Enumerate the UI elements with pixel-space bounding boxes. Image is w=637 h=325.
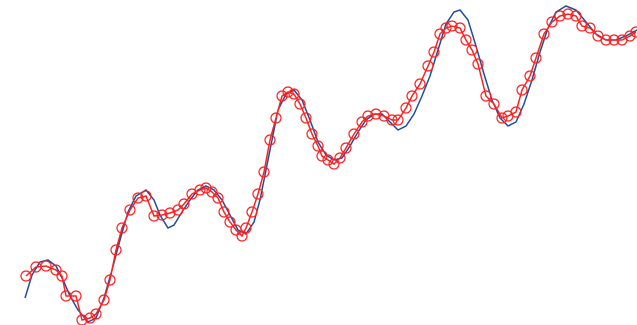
marker — [356, 116, 368, 128]
marker — [206, 186, 218, 198]
marker — [264, 134, 276, 146]
marker — [84, 312, 96, 324]
marker — [584, 22, 596, 34]
marker — [328, 158, 340, 170]
marker — [554, 10, 566, 22]
marker — [440, 22, 452, 34]
marker — [538, 28, 550, 40]
marker — [200, 182, 212, 194]
marker — [50, 264, 62, 276]
marker — [148, 210, 160, 222]
marker — [530, 52, 542, 64]
marker — [164, 207, 176, 219]
marker — [434, 28, 446, 40]
marker — [510, 106, 522, 118]
marker — [422, 60, 434, 72]
marker — [218, 206, 230, 218]
marker — [306, 128, 318, 140]
marker — [460, 34, 472, 46]
marker — [20, 270, 32, 282]
marker — [348, 128, 360, 140]
marker — [624, 30, 636, 42]
marker — [156, 209, 168, 221]
marker — [104, 274, 116, 286]
marker — [466, 44, 478, 56]
marker — [334, 152, 346, 164]
marker — [116, 222, 128, 234]
marker — [98, 294, 110, 306]
marker — [608, 34, 620, 46]
marker — [194, 184, 206, 196]
marker — [340, 142, 352, 154]
marker — [570, 10, 582, 22]
marker — [496, 112, 508, 124]
marker — [172, 204, 184, 216]
marker — [300, 112, 312, 124]
marker — [316, 150, 328, 162]
marker — [322, 154, 334, 166]
marker — [312, 140, 324, 152]
marker — [212, 192, 224, 204]
marker — [132, 192, 144, 204]
marker — [406, 90, 418, 102]
marker — [362, 110, 374, 122]
marker — [392, 114, 404, 126]
marker — [40, 260, 52, 272]
marker — [370, 108, 382, 120]
marker — [546, 16, 558, 28]
marker — [252, 188, 264, 200]
marker — [386, 114, 398, 126]
marker — [240, 222, 252, 234]
marker — [472, 58, 484, 70]
marker — [178, 198, 190, 210]
marker — [630, 26, 637, 38]
marker — [110, 244, 122, 256]
marker — [428, 46, 440, 58]
marker — [400, 102, 412, 114]
marker — [124, 204, 136, 216]
marker — [76, 314, 88, 325]
marker — [446, 20, 458, 32]
marker — [488, 98, 500, 110]
marker — [56, 270, 68, 282]
marker — [294, 98, 306, 110]
marker — [140, 190, 152, 202]
marker — [480, 90, 492, 102]
marker — [576, 20, 588, 32]
marker — [258, 166, 270, 178]
marker — [224, 216, 236, 228]
marker — [562, 8, 574, 20]
marker — [524, 70, 536, 82]
marker — [90, 308, 102, 320]
marker — [246, 206, 258, 218]
marker — [276, 90, 288, 102]
marker — [516, 84, 528, 96]
marker — [414, 78, 426, 90]
marker — [270, 112, 282, 124]
series-line — [25, 13, 637, 321]
marker — [282, 86, 294, 98]
marker — [600, 34, 612, 46]
marker — [288, 88, 300, 100]
marker — [70, 290, 82, 302]
marker — [454, 22, 466, 34]
